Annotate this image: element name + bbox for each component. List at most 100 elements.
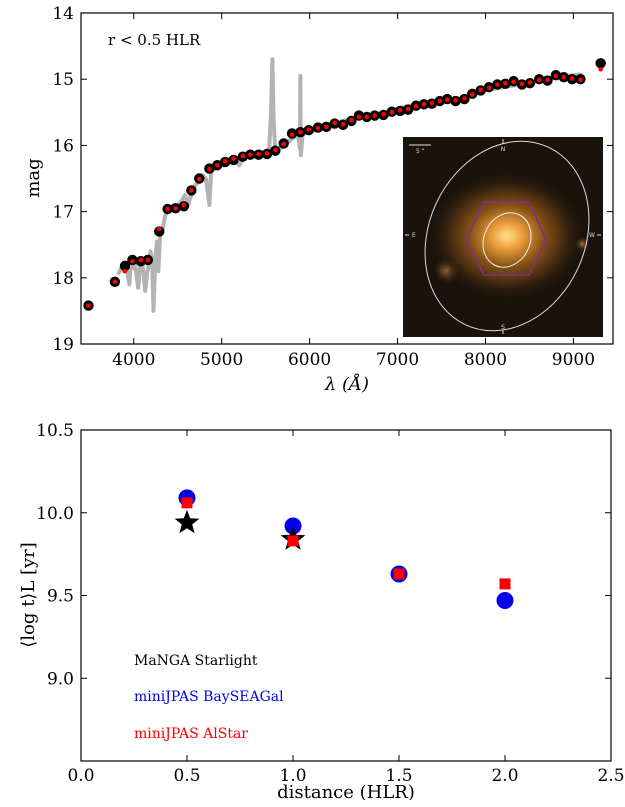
model-magnitude-point <box>519 81 525 87</box>
age-points-group <box>174 489 514 609</box>
ifu-hexagon <box>465 201 547 276</box>
x-axis-label: λ (Å) <box>324 373 369 395</box>
x-tick-label: 0.0 <box>67 766 94 786</box>
model-magnitude-point <box>165 206 170 212</box>
bayseagal-point <box>496 591 514 609</box>
model-magnitude-point <box>545 77 550 83</box>
model-magnitude-point <box>189 188 194 193</box>
inset-label-s: S <box>501 324 505 331</box>
model-magnitude-point <box>437 98 443 104</box>
model-magnitude-point <box>240 153 246 159</box>
x-tick-label: 7000 <box>376 350 419 370</box>
annotation-radius: r < 0.5 HLR <box>108 31 201 49</box>
x-tick-label: 2.0 <box>491 766 518 786</box>
model-magnitude-point <box>356 114 362 120</box>
x-tick-label: 5000 <box>200 350 243 370</box>
model-magnitude-point <box>389 110 395 115</box>
x-tick-label: 2.5 <box>597 766 624 786</box>
y-tick-label: 15 <box>52 70 74 90</box>
y-tick-label: 10.5 <box>36 421 74 441</box>
x-axis-label: distance (HLR) <box>277 782 415 800</box>
model-magnitude-point <box>181 202 187 208</box>
model-magnitude-point <box>444 97 450 103</box>
model-magnitude-point <box>315 125 321 131</box>
inset-label-w: W <box>589 232 595 239</box>
x-tick-label: 4000 <box>112 350 155 370</box>
alstar-point <box>499 578 511 590</box>
spectrum-axes: 4000 5000 6000 7000 8000 9000 14 15 16 17 18 19 <box>52 4 613 370</box>
y-tick-label: 9.5 <box>47 587 74 607</box>
model-magnitude-point <box>527 80 533 85</box>
model-magnitude-point <box>214 162 220 168</box>
plot-frame <box>80 12 614 345</box>
legend-minijpas-bayseagal: miniJPAS BaySEAGal <box>134 689 284 705</box>
model-magnitude-point <box>156 226 162 232</box>
age-gradient-chart: 0.0 0.5 1.0 1.5 2.0 2.5 9.0 9.5 10.0 10.5 MaNGA S… <box>18 421 625 800</box>
model-magnitude-point <box>478 87 483 93</box>
alstar-point <box>181 497 193 509</box>
model-magnitude-point <box>231 156 236 161</box>
model-magnitude-point <box>264 151 270 156</box>
model-magnitude-point <box>196 176 202 182</box>
model-magnitude-point <box>598 66 603 72</box>
model-magnitude-point <box>502 80 508 86</box>
model-magnitude-point <box>207 166 212 172</box>
model-magnitude-point <box>397 108 403 113</box>
photometry-points-group <box>83 58 606 311</box>
model-magnitude-point <box>324 124 329 130</box>
legend-minijpas-alstar: miniJPAS AlStar <box>134 726 248 742</box>
inner-aperture-ellipse <box>482 212 532 268</box>
outer-aperture-ellipse <box>424 140 590 332</box>
manga-starlight-point <box>174 509 200 534</box>
model-magnitude-point <box>413 104 419 109</box>
model-magnitude-point <box>364 114 370 120</box>
model-magnitude-point <box>273 147 278 153</box>
bayseagal-point <box>284 517 302 535</box>
age-axes: 0.0 0.5 1.0 1.5 2.0 2.5 9.0 9.5 10.0 10.5 <box>36 421 624 786</box>
model-magnitude-point <box>486 85 492 91</box>
y-tick-label: 9.0 <box>47 669 74 689</box>
model-magnitude-point <box>332 120 337 126</box>
legend-manga-starlight: MaNGA Starlight <box>134 653 258 669</box>
y-tick-label: 16 <box>52 136 74 156</box>
model-magnitude-point <box>122 268 128 274</box>
legend: MaNGA Starlight miniJPAS BaySEAGal miniJ… <box>134 653 284 742</box>
galaxy-inset: N E W S 5 " <box>403 137 603 337</box>
model-magnitude-point <box>405 106 411 112</box>
x-tick-label: 0.5 <box>173 766 200 786</box>
y-axis-label: ⟨log t⟩L [yr] <box>18 542 39 648</box>
model-magnitude-point <box>281 141 286 147</box>
inset-scale-label: 5 " <box>416 148 425 155</box>
model-magnitude-point <box>495 82 500 87</box>
model-magnitude-point <box>553 73 559 79</box>
model-magnitude-point <box>349 117 354 123</box>
x-tick-label: 1.5 <box>385 766 412 786</box>
model-magnitude-point <box>470 92 475 97</box>
model-magnitude-point <box>173 205 178 211</box>
y-axis-label: mag <box>23 158 44 197</box>
model-magnitude-point <box>86 303 91 308</box>
observed-magnitude-point <box>154 226 165 237</box>
y-tick-label: 18 <box>52 269 74 289</box>
y-tick-label: 17 <box>52 203 74 223</box>
model-magnitude-point <box>453 98 458 103</box>
model-magnitude-point <box>256 151 261 157</box>
model-magnitude-point <box>569 76 575 81</box>
model-magnitude-point <box>298 129 303 135</box>
model-magnitude-point <box>511 79 516 85</box>
model-magnitude-point <box>536 77 542 83</box>
inset-label-e: E <box>412 232 416 239</box>
model-magnitude-point <box>372 113 377 118</box>
inset-label-n: N <box>501 146 506 153</box>
alstar-point <box>393 568 405 580</box>
model-magnitude-point <box>462 96 467 101</box>
model-magnitude-point <box>340 121 346 127</box>
x-tick-label: 8000 <box>464 350 507 370</box>
model-magnitude-point <box>130 258 135 264</box>
observed-magnitude-point <box>119 260 131 272</box>
x-tick-label: 9000 <box>552 350 595 370</box>
y-tick-label: 19 <box>52 335 74 355</box>
model-magnitude-point <box>112 279 118 285</box>
model-magnitude-point <box>247 152 253 157</box>
y-tick-label: 10.0 <box>36 504 74 524</box>
